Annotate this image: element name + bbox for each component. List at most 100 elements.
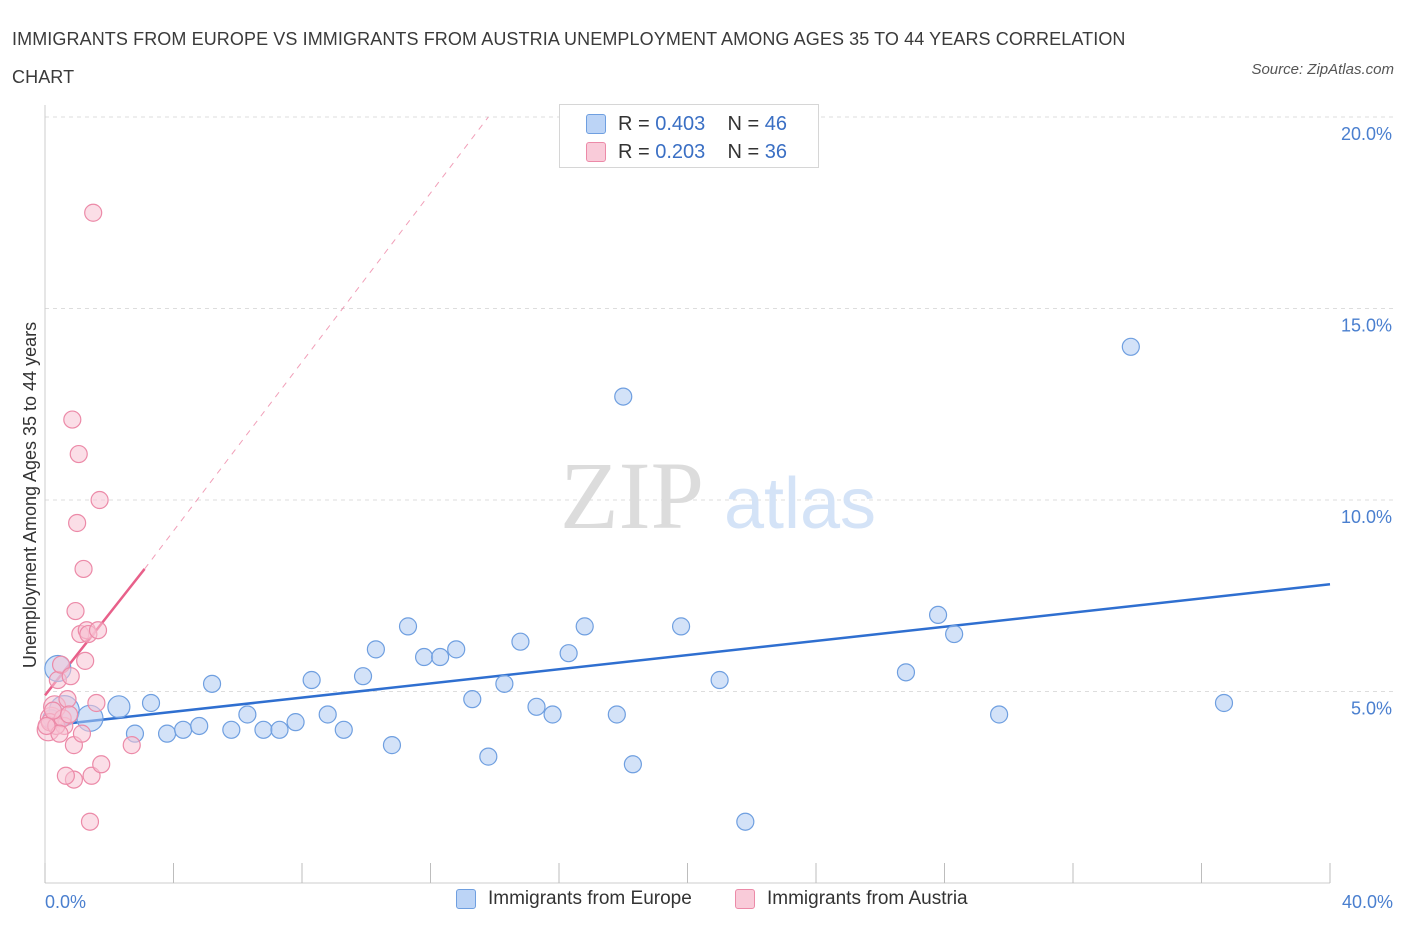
point-austria-10 — [63, 410, 82, 429]
point-europe-36 — [671, 617, 691, 636]
point-austria-7 — [61, 667, 80, 686]
legend-item-austria: Immigrants from Austria — [735, 888, 968, 910]
point-europe-12 — [254, 720, 273, 739]
point-europe-31 — [559, 644, 578, 663]
trend-line-europe — [44, 583, 1331, 728]
point-europe-8 — [190, 716, 209, 736]
point-europe-19 — [366, 640, 385, 659]
point-europe-34 — [614, 387, 633, 406]
austria-n-label: N = — [727, 140, 760, 163]
y-tick-label-3: 20.0% — [1341, 124, 1392, 144]
gridlines — [45, 116, 1395, 692]
point-europe-39 — [896, 663, 916, 682]
point-austria-22 — [84, 203, 103, 222]
y-tick-label-2: 15.0% — [1341, 316, 1392, 336]
point-europe-23 — [431, 647, 450, 667]
point-europe-7 — [174, 720, 193, 739]
y-tick-label-0: 5.0% — [1351, 699, 1392, 719]
europe-r-label: R = — [618, 112, 650, 135]
point-europe-40 — [928, 605, 948, 625]
y-axis-label: Unemployment Among Ages 35 to 44 years — [20, 322, 40, 668]
correlation-legend: R = 0.403 N = 46 R = 0.203 N = 36 — [559, 104, 819, 168]
point-austria-16 — [74, 559, 93, 579]
point-europe-10 — [222, 720, 241, 739]
point-europe-9 — [202, 674, 222, 693]
point-austria-24 — [88, 621, 108, 640]
point-austria-20 — [80, 812, 100, 831]
austria-legend-swatch — [735, 889, 755, 909]
point-austria-23 — [87, 693, 106, 713]
point-europe-3 — [107, 695, 131, 719]
source-label: Source: ZipAtlas.com — [1251, 61, 1394, 78]
point-europe-44 — [1214, 693, 1234, 713]
point-europe-32 — [575, 617, 594, 636]
point-austria-26 — [92, 755, 111, 774]
point-austria-34 — [59, 705, 79, 724]
europe-n-label: N = — [727, 112, 760, 135]
trend-lines — [44, 116, 1331, 728]
point-europe-21 — [398, 617, 418, 636]
data-points — [36, 203, 1234, 831]
tick-labels: 5.0% 10.0% 15.0% 20.0% 0.0% 40.0% — [45, 124, 1393, 912]
point-europe-29 — [527, 697, 546, 716]
point-austria-25 — [90, 490, 109, 510]
point-europe-43 — [1121, 337, 1140, 356]
point-europe-5 — [141, 693, 161, 713]
europe-r-value: 0.403 — [655, 112, 706, 135]
point-europe-15 — [302, 670, 321, 690]
point-europe-41 — [945, 624, 964, 644]
x-tick-label-1: 40.0% — [1342, 892, 1393, 912]
point-austria-15 — [72, 724, 92, 743]
point-europe-38 — [736, 812, 755, 831]
point-europe-13 — [270, 720, 289, 739]
point-europe-30 — [543, 705, 562, 724]
austria-r-label: R = — [618, 140, 650, 163]
point-austria-27 — [122, 736, 141, 755]
point-europe-42 — [990, 705, 1009, 724]
point-europe-22 — [414, 647, 434, 667]
point-europe-26 — [479, 747, 498, 766]
europe-legend-swatch — [456, 889, 476, 909]
europe-legend-label: Immigrants from Europe — [488, 888, 692, 909]
point-austria-17 — [76, 651, 95, 670]
point-austria-13 — [69, 444, 88, 464]
point-austria-35 — [37, 716, 56, 736]
point-europe-6 — [157, 724, 177, 743]
legend-row-austria: R = 0.203 N = 36 — [586, 138, 787, 166]
chart-title: IMMIGRANTS FROM EUROPE VS IMMIGRANTS FRO… — [12, 29, 1126, 87]
trend-line-austria-extension — [144, 116, 489, 570]
point-europe-11 — [238, 705, 257, 724]
point-austria-12 — [68, 513, 87, 533]
point-europe-37 — [710, 670, 729, 690]
y-tick-label-1: 10.0% — [1341, 507, 1392, 527]
point-austria-33 — [56, 766, 75, 785]
point-austria-6 — [58, 690, 77, 709]
point-europe-35 — [623, 755, 642, 774]
watermark-atlas: atlas — [724, 464, 876, 544]
point-europe-20 — [382, 736, 402, 755]
austria-n-value: 36 — [764, 140, 788, 163]
point-europe-18 — [353, 667, 373, 686]
point-austria-32 — [43, 701, 63, 720]
legend-row-europe: R = 0.403 N = 46 — [586, 110, 787, 138]
point-europe-17 — [334, 720, 353, 739]
point-austria-11 — [66, 601, 85, 621]
axes — [44, 105, 1331, 884]
legend-item-europe: Immigrants from Europe — [456, 888, 692, 910]
austria-swatch — [586, 142, 606, 162]
point-europe-24 — [447, 640, 466, 659]
europe-n-value: 46 — [764, 112, 788, 135]
watermark-zip: ZIP — [560, 442, 704, 549]
point-europe-33 — [607, 705, 626, 724]
point-europe-16 — [318, 705, 337, 724]
point-europe-14 — [286, 713, 305, 732]
point-europe-28 — [511, 632, 530, 651]
austria-r-value: 0.203 — [655, 140, 706, 163]
point-europe-27 — [495, 674, 514, 693]
europe-swatch — [586, 114, 606, 134]
x-tick-label-0: 0.0% — [45, 892, 86, 912]
watermark: ZIP atlas — [560, 442, 876, 549]
point-europe-25 — [463, 690, 482, 709]
austria-legend-label: Immigrants from Austria — [767, 888, 968, 909]
